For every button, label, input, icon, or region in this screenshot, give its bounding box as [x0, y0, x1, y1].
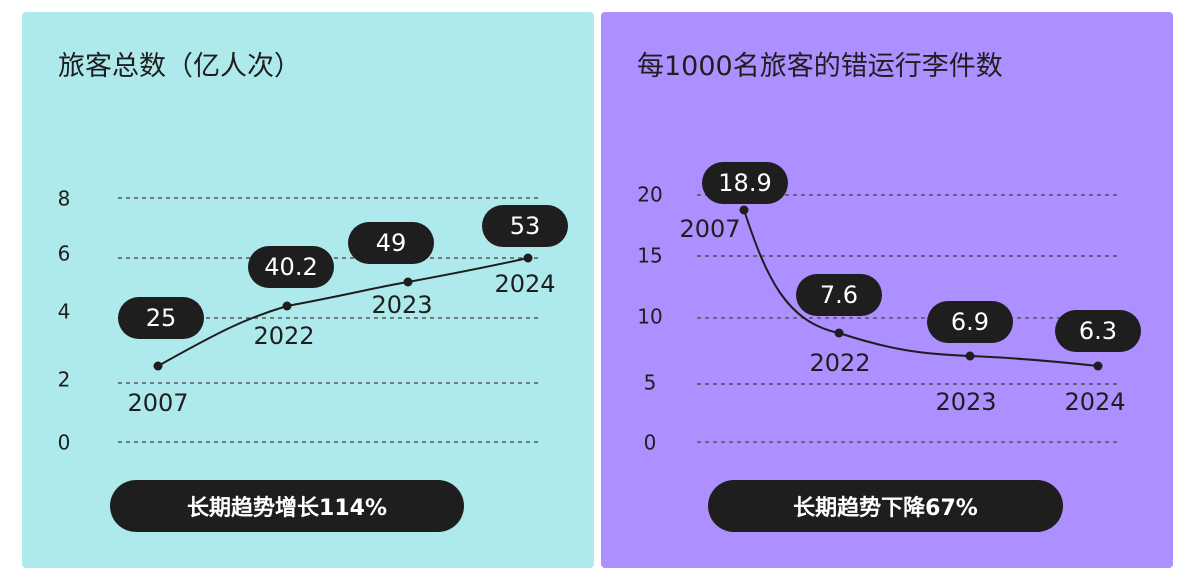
- data-label: 40.2: [264, 253, 317, 281]
- y-tick-label: 2: [58, 368, 71, 392]
- x-tick-label: 2007: [679, 215, 740, 243]
- data-point: [965, 351, 975, 361]
- data-point: [282, 301, 292, 311]
- data-point: [153, 361, 163, 371]
- value-pill: [118, 297, 204, 339]
- mishandled-baggage-panel: 每1000名旅客的错运行李件数 0 5 10 15 20 2007 18.9 2022 7.6 2…: [601, 12, 1173, 568]
- x-tick-label: 2007: [127, 389, 188, 417]
- x-tick-label: 2024: [494, 270, 555, 298]
- data-label: 7.6: [820, 281, 858, 309]
- value-pill: [482, 205, 568, 247]
- y-tick-label: 6: [58, 242, 71, 266]
- y-tick-label: 0: [644, 431, 657, 455]
- data-point: [403, 277, 413, 287]
- y-tick-label: 5: [644, 371, 657, 395]
- value-pill: [927, 301, 1013, 343]
- data-label: 53: [510, 212, 541, 240]
- data-label: 6.3: [1079, 317, 1117, 345]
- series-line: [743, 209, 1099, 367]
- trend-badge: 长期趋势下降67%: [708, 480, 1063, 532]
- value-pill: [1055, 310, 1141, 352]
- data-point: [1093, 361, 1103, 371]
- value-pill: [796, 274, 882, 316]
- series-line: [157, 257, 529, 367]
- passenger-total-chart: 0 2 4 6 8 2007 25 2022 40.2 2023 49 2024 53: [58, 187, 568, 455]
- passenger-total-panel: 旅客总数（亿人次） 0 2 4 6 8 2007 25 2022 40.2 2023 49 2024 5…: [22, 12, 594, 568]
- chart-title: 旅客总数（亿人次）: [58, 51, 301, 82]
- trend-badge: 长期趋势增长114%: [110, 480, 464, 532]
- y-tick-label: 20: [637, 183, 662, 207]
- mishandled-baggage-chart: 0 5 10 15 20 2007 18.9 2022 7.6 2023 6.9 2024 6.3: [637, 162, 1141, 455]
- y-tick-label: 10: [637, 305, 662, 329]
- data-point: [523, 253, 533, 263]
- value-pill: [248, 246, 334, 288]
- x-tick-label: 2022: [253, 322, 314, 350]
- value-pill: [348, 222, 434, 264]
- y-tick-label: 4: [58, 300, 71, 324]
- chart-title: 每1000名旅客的错运行李件数: [637, 51, 1003, 82]
- x-tick-label: 2024: [1064, 388, 1125, 416]
- data-point: [834, 328, 844, 338]
- data-label: 18.9: [718, 169, 771, 197]
- data-label: 25: [146, 304, 177, 332]
- y-tick-label: 0: [58, 431, 71, 455]
- x-tick-label: 2022: [809, 349, 870, 377]
- value-pill: [702, 162, 788, 204]
- data-point: [739, 205, 749, 215]
- x-tick-label: 2023: [935, 388, 996, 416]
- data-label: 49: [376, 229, 407, 257]
- x-tick-label: 2023: [371, 291, 432, 319]
- y-tick-label: 8: [58, 187, 71, 211]
- y-tick-label: 15: [637, 244, 662, 268]
- data-label: 6.9: [951, 308, 989, 336]
